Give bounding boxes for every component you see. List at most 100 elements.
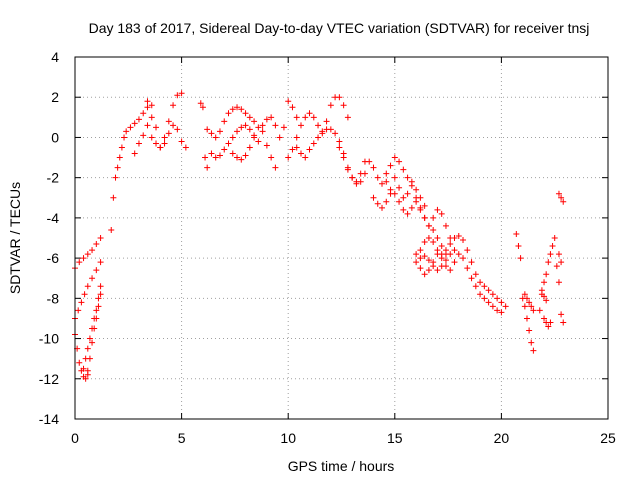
data-point (323, 118, 330, 125)
data-point (400, 194, 407, 201)
data-point (494, 295, 501, 302)
data-point (108, 226, 115, 233)
data-point (89, 339, 96, 346)
series-arc-i (131, 114, 155, 157)
data-point (84, 367, 91, 374)
series-arc-u (413, 251, 505, 316)
data-point (404, 190, 411, 197)
plot-frame (74, 56, 609, 420)
data-point (417, 247, 424, 254)
data-point (95, 303, 102, 310)
data-point (361, 170, 368, 177)
data-point (374, 174, 381, 181)
data-point (93, 307, 100, 314)
data-point (97, 235, 104, 241)
data-point (131, 120, 138, 127)
data-point (558, 194, 565, 201)
series-arc-p (293, 126, 368, 185)
data-point (430, 263, 437, 270)
data-point (421, 214, 428, 221)
data-point (528, 303, 535, 310)
series-arc-y (536, 235, 558, 314)
data-point (434, 206, 441, 213)
data-point (208, 130, 215, 137)
data-point (310, 140, 317, 147)
y-tick-label: 4 (51, 49, 59, 65)
data-point (221, 146, 228, 153)
data-point (541, 315, 548, 322)
data-point (383, 178, 390, 185)
data-point (127, 124, 134, 131)
data-point (396, 158, 403, 165)
y-tick-label: 0 (51, 129, 59, 145)
data-point (555, 251, 562, 258)
data-point (297, 150, 304, 157)
data-point (302, 114, 309, 121)
x-tick-label: 20 (494, 430, 510, 446)
data-point (513, 230, 520, 237)
data-point (225, 110, 232, 117)
data-point (242, 122, 249, 129)
data-point (89, 275, 96, 282)
data-point (521, 291, 528, 298)
data-point (344, 166, 351, 173)
y-axis-label: SDTVAR / TECUs (7, 182, 23, 294)
data-point (135, 140, 142, 147)
data-point (400, 206, 407, 213)
chart-title: Day 183 of 2017, Sidereal Day-to-day VTE… (89, 20, 590, 36)
data-point (438, 263, 445, 270)
data-point (112, 174, 119, 181)
data-point (472, 271, 479, 278)
data-point (387, 186, 394, 193)
data-point (464, 247, 471, 254)
data-point (234, 128, 241, 135)
data-point (293, 134, 300, 141)
data-point (340, 154, 347, 161)
data-point (430, 214, 437, 221)
axis-ticks (74, 56, 609, 420)
data-point (434, 267, 441, 274)
series-arc-z (541, 315, 554, 330)
data-point (289, 104, 296, 111)
data-point (178, 90, 185, 97)
data-point (76, 259, 83, 266)
data-point (489, 291, 496, 298)
data-point (543, 297, 550, 304)
data-point (238, 106, 245, 113)
data-point (370, 194, 377, 201)
data-point (93, 315, 100, 322)
data-point (238, 156, 245, 163)
data-point (242, 110, 249, 117)
data-point (97, 259, 104, 266)
data-point (485, 299, 492, 306)
data-point (379, 204, 386, 211)
x-axis-label: GPS time / hours (288, 458, 395, 474)
data-point (80, 255, 87, 262)
series-arc-h (148, 122, 189, 151)
series-arc-j (197, 100, 211, 171)
data-point (116, 154, 123, 161)
data-point (523, 295, 530, 302)
series-arc-s (383, 174, 458, 254)
data-point (555, 190, 562, 197)
data-point (417, 255, 424, 262)
data-point (413, 251, 420, 258)
data-point (472, 283, 479, 290)
data-point (477, 291, 484, 298)
data-point (404, 174, 411, 181)
data-point (204, 164, 211, 171)
data-point (251, 134, 258, 141)
data-point (178, 138, 185, 145)
data-point (78, 299, 85, 306)
data-point (246, 114, 253, 121)
data-point (391, 174, 398, 181)
data-point (216, 152, 223, 159)
data-point (357, 178, 364, 185)
y-tick-label: -6 (47, 250, 60, 266)
data-point (425, 257, 432, 264)
data-point (234, 104, 241, 111)
x-tick-label: 25 (600, 430, 616, 446)
data-point (447, 267, 454, 274)
y-tick-label: -8 (47, 290, 60, 306)
data-point (421, 202, 428, 209)
